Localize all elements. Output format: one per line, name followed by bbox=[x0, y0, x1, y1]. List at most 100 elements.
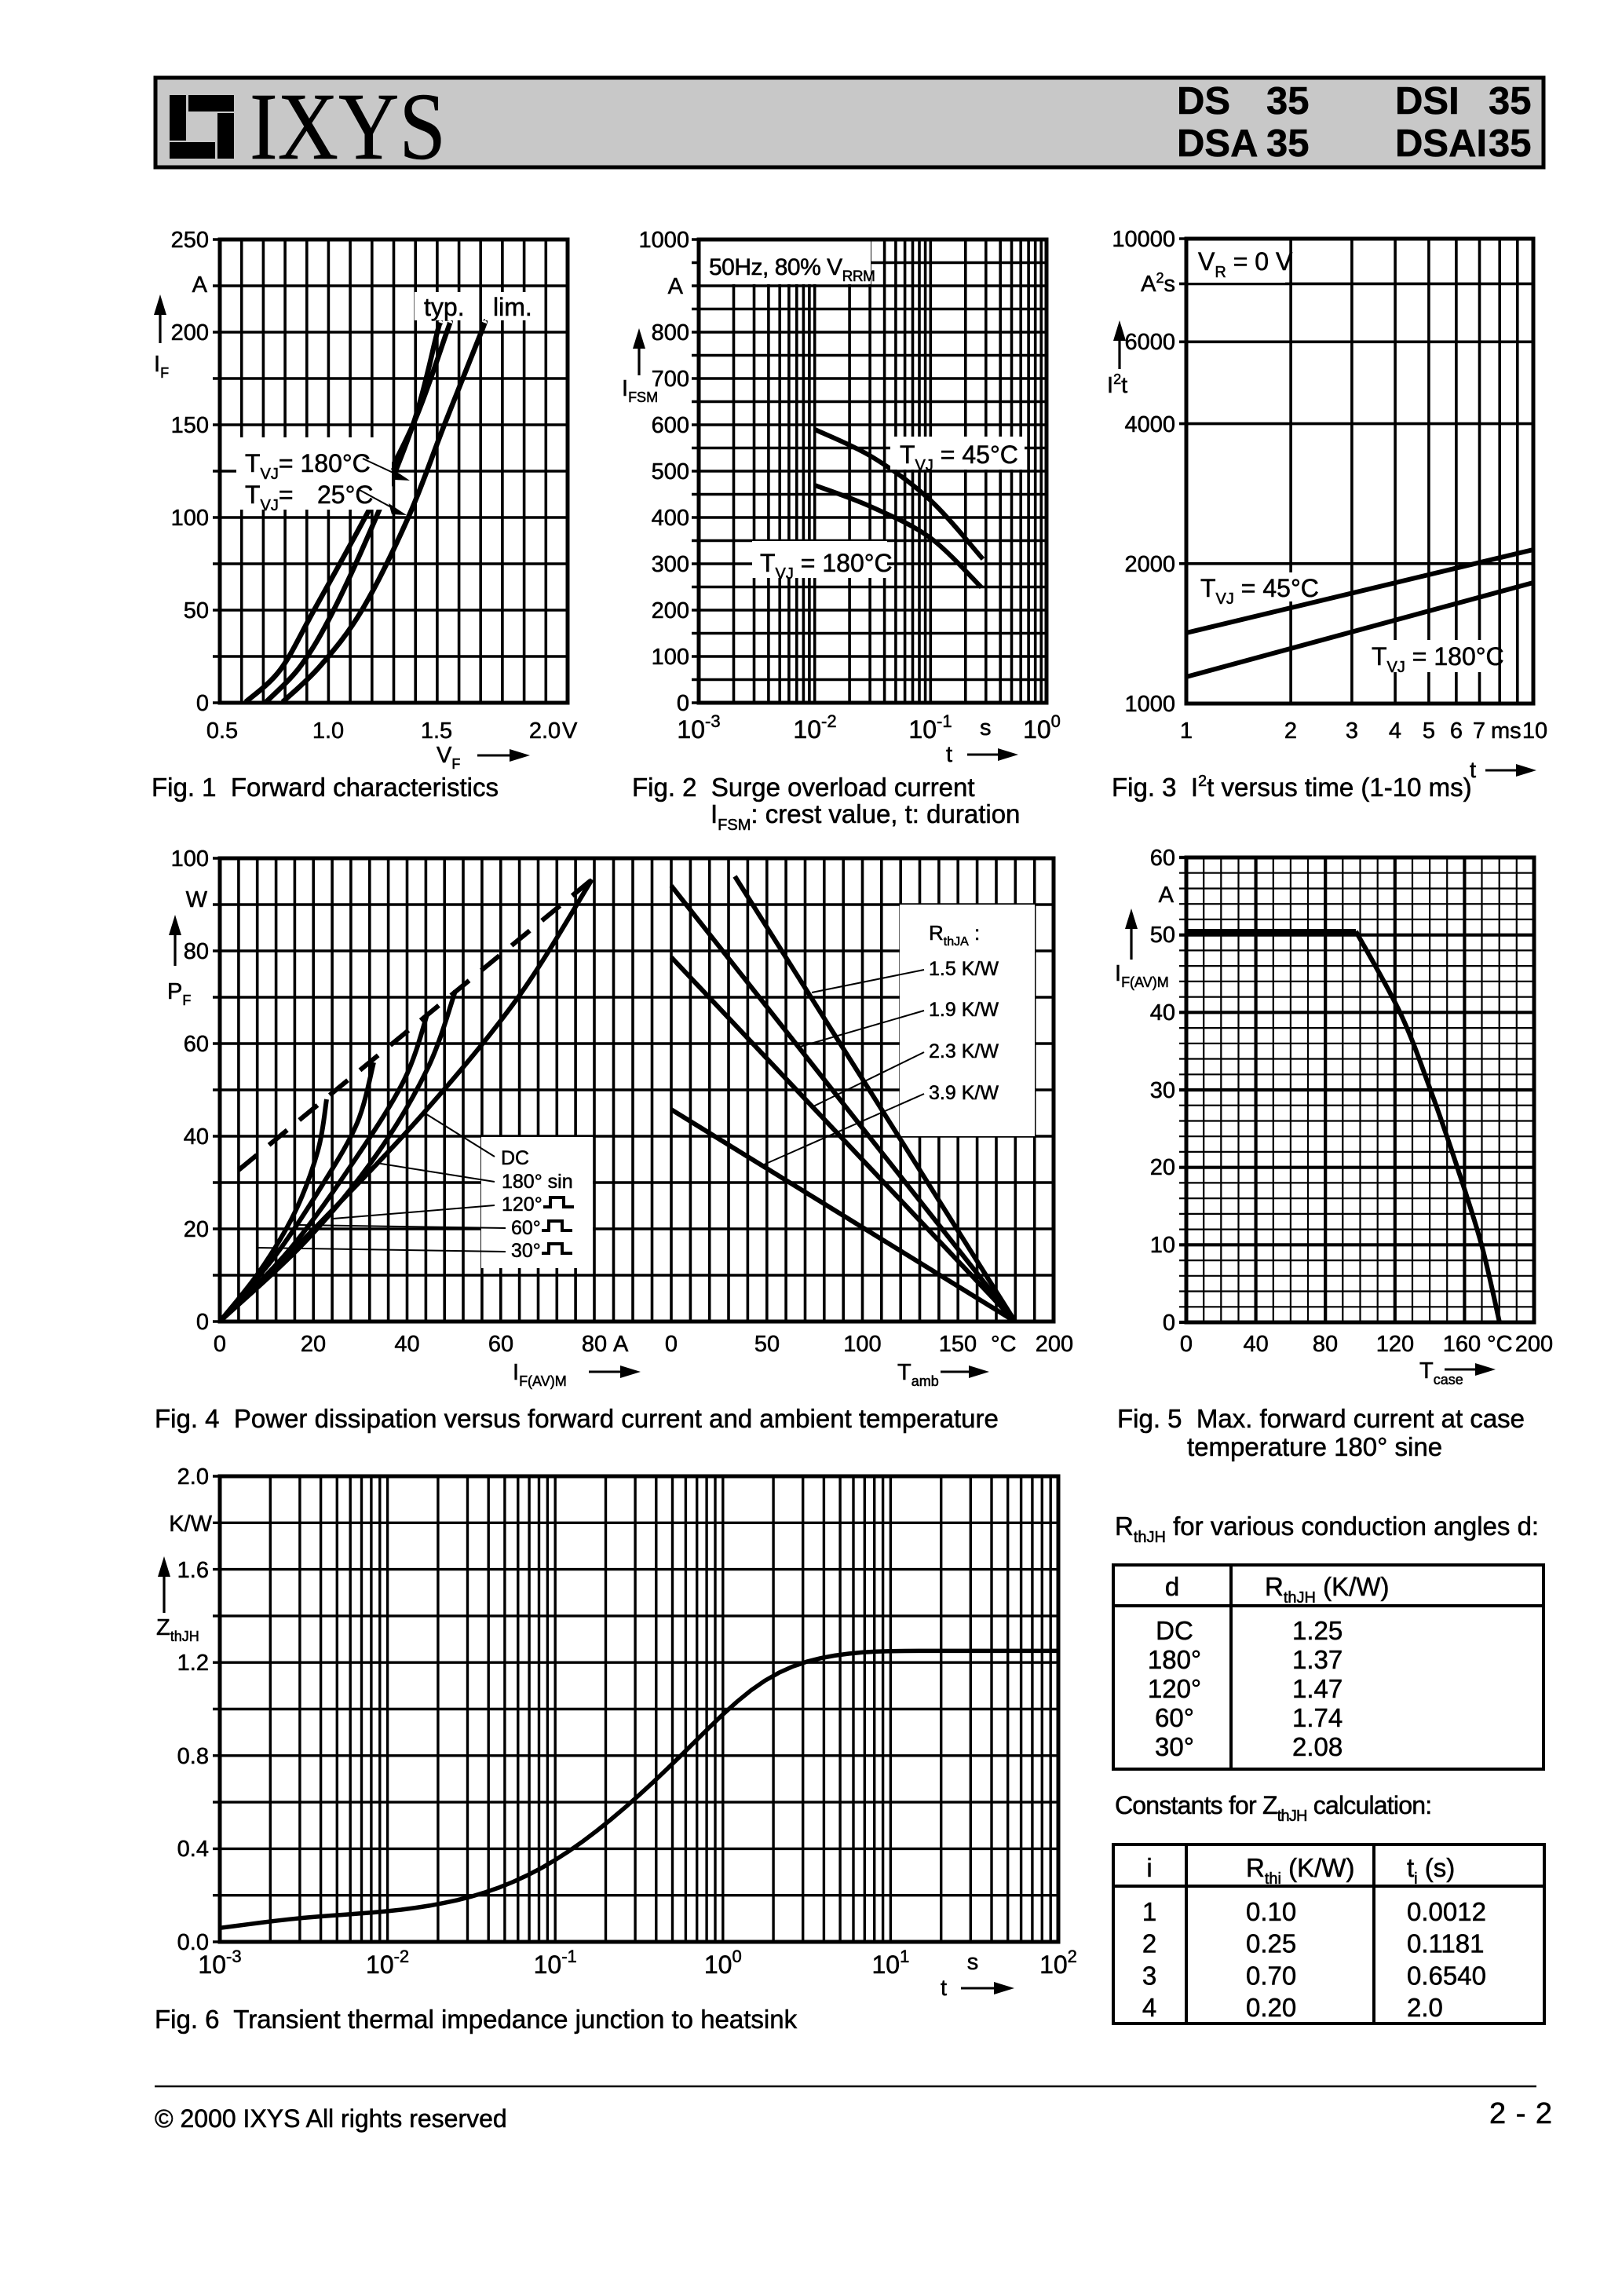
svg-text:ZthJH: ZthJH bbox=[156, 1615, 199, 1644]
svg-text:60: 60 bbox=[1150, 846, 1175, 871]
svg-text:20: 20 bbox=[1150, 1155, 1175, 1180]
svg-text:2.0: 2.0 bbox=[529, 718, 561, 744]
svg-text:Fig. 5 Max. forward current a: Fig. 5 Max. forward current at case bbox=[1117, 1404, 1525, 1433]
svg-text:1: 1 bbox=[1142, 1897, 1156, 1926]
svg-text:1.74: 1.74 bbox=[1292, 1703, 1343, 1732]
svg-text:1.5: 1.5 bbox=[421, 718, 452, 744]
svg-text:150: 150 bbox=[171, 413, 209, 438]
svg-text:150: 150 bbox=[939, 1332, 977, 1357]
svg-text:d: d bbox=[1165, 1572, 1179, 1601]
svg-text:K/W: K/W bbox=[169, 1512, 212, 1537]
svg-text:TVJ=: TVJ= bbox=[245, 481, 294, 514]
svg-text:TVJ= 180°C: TVJ= 180°C bbox=[245, 449, 371, 483]
svg-text:600: 600 bbox=[652, 413, 689, 438]
svg-text:i: i bbox=[1146, 1853, 1152, 1882]
svg-text:TVJ = 45°C: TVJ = 45°C bbox=[900, 441, 1018, 474]
svg-text:°C: °C bbox=[991, 1332, 1017, 1357]
svg-text:10-1: 10-1 bbox=[908, 711, 952, 744]
svg-text:0.1181: 0.1181 bbox=[1407, 1929, 1484, 1958]
svg-text:25°C: 25°C bbox=[317, 481, 374, 509]
svg-text:250: 250 bbox=[171, 228, 209, 253]
svg-text:IFSM: crest value, t: duration: IFSM: crest value, t: duration bbox=[711, 799, 1020, 834]
svg-text:35: 35 bbox=[1489, 80, 1532, 122]
svg-text:3.9 K/W: 3.9 K/W bbox=[929, 1082, 999, 1104]
svg-text:0.5: 0.5 bbox=[206, 718, 238, 744]
svg-text:1000: 1000 bbox=[638, 228, 689, 253]
svg-text:A: A bbox=[1159, 883, 1174, 908]
svg-text:PF: PF bbox=[167, 979, 191, 1008]
svg-text:t: t bbox=[946, 742, 952, 767]
svg-text:5: 5 bbox=[1423, 718, 1435, 744]
svg-text:IF(AV)M: IF(AV)M bbox=[1115, 961, 1169, 990]
svg-text:0: 0 bbox=[1163, 1311, 1175, 1336]
svg-text:60°: 60° bbox=[511, 1217, 541, 1239]
svg-text:0.10: 0.10 bbox=[1246, 1897, 1296, 1926]
svg-text:4: 4 bbox=[1389, 718, 1401, 744]
svg-text:1.9 K/W: 1.9 K/W bbox=[929, 999, 999, 1021]
svg-text:2: 2 bbox=[1142, 1929, 1156, 1958]
svg-text:TVJ = 180°C: TVJ = 180°C bbox=[1372, 642, 1504, 676]
svg-text:60°: 60° bbox=[1155, 1703, 1194, 1732]
svg-text:DC: DC bbox=[1156, 1616, 1193, 1645]
svg-text:7: 7 bbox=[1473, 718, 1485, 744]
svg-text:40: 40 bbox=[1150, 1000, 1175, 1026]
svg-text:DSAI: DSAI bbox=[1395, 122, 1487, 165]
svg-text:160: 160 bbox=[1443, 1332, 1481, 1357]
svg-text:200: 200 bbox=[171, 320, 209, 345]
svg-text:3: 3 bbox=[1346, 718, 1358, 744]
svg-text:RthJA :: RthJA : bbox=[929, 921, 980, 949]
svg-text:0.70: 0.70 bbox=[1246, 1961, 1296, 1990]
svg-text:10-3: 10-3 bbox=[198, 1947, 241, 1979]
svg-text:180° sin: 180° sin bbox=[502, 1171, 573, 1193]
svg-text:RthJH for various conduction a: RthJH for various conduction angles d: bbox=[1115, 1512, 1539, 1546]
svg-text:6000: 6000 bbox=[1124, 330, 1175, 355]
svg-text:100: 100 bbox=[1023, 711, 1061, 744]
svg-text:40: 40 bbox=[184, 1124, 209, 1150]
svg-text:10: 10 bbox=[1522, 718, 1547, 744]
svg-text:s: s bbox=[980, 715, 992, 740]
svg-text:0.4: 0.4 bbox=[177, 1837, 209, 1862]
svg-text:lim.: lim. bbox=[493, 293, 532, 321]
svg-text:0: 0 bbox=[196, 691, 209, 716]
svg-text:IXYS: IXYS bbox=[250, 74, 446, 180]
svg-text:1000: 1000 bbox=[1124, 692, 1175, 717]
svg-text:ms: ms bbox=[1491, 718, 1522, 744]
svg-text:35: 35 bbox=[1266, 80, 1310, 122]
svg-text:DSI: DSI bbox=[1395, 80, 1459, 122]
svg-text:Fig. 1 Forward characteristic: Fig. 1 Forward characteristics bbox=[152, 773, 499, 802]
svg-text:1.5 K/W: 1.5 K/W bbox=[929, 958, 999, 980]
svg-text:10-2: 10-2 bbox=[793, 711, 836, 744]
svg-text:0: 0 bbox=[677, 691, 689, 716]
svg-text:2 - 2: 2 - 2 bbox=[1489, 2097, 1553, 2130]
svg-text:Fig. 2 Surge overload current: Fig. 2 Surge overload current bbox=[632, 773, 975, 802]
svg-text:s: s bbox=[967, 1950, 979, 1975]
svg-text:IF(AV)M: IF(AV)M bbox=[513, 1360, 567, 1389]
svg-text:60: 60 bbox=[488, 1332, 513, 1357]
svg-text:200: 200 bbox=[652, 598, 689, 623]
svg-text:30°: 30° bbox=[1155, 1732, 1194, 1761]
svg-text:10: 10 bbox=[1150, 1233, 1175, 1258]
svg-text:10-1: 10-1 bbox=[534, 1947, 577, 1979]
svg-text:30: 30 bbox=[1150, 1078, 1175, 1103]
svg-text:3: 3 bbox=[1142, 1961, 1156, 1990]
svg-text:IF: IF bbox=[154, 352, 169, 381]
svg-text:180°: 180° bbox=[1148, 1645, 1201, 1674]
svg-text:20: 20 bbox=[301, 1332, 326, 1357]
svg-text:80: 80 bbox=[184, 939, 209, 964]
svg-text:400: 400 bbox=[652, 506, 689, 531]
svg-text:120°: 120° bbox=[1148, 1674, 1201, 1703]
svg-text:I2t: I2t bbox=[1107, 371, 1127, 398]
svg-text:120°: 120° bbox=[502, 1194, 542, 1216]
svg-text:Constants for ZthJH calculatio: Constants for ZthJH calculation: bbox=[1115, 1791, 1431, 1825]
svg-text:© 2000 IXYS All rights reserve: © 2000 IXYS All rights reserved bbox=[155, 2104, 507, 2133]
svg-text:1.6: 1.6 bbox=[177, 1558, 209, 1583]
svg-text:0: 0 bbox=[214, 1332, 226, 1357]
svg-text:0.20: 0.20 bbox=[1246, 1993, 1296, 2022]
svg-text:°C: °C bbox=[1487, 1332, 1513, 1357]
svg-text:t: t bbox=[941, 1976, 947, 2001]
svg-text:DC: DC bbox=[501, 1147, 529, 1169]
svg-text:700: 700 bbox=[652, 367, 689, 392]
svg-text:40: 40 bbox=[394, 1332, 419, 1357]
svg-text:V: V bbox=[562, 718, 578, 744]
svg-text:TVJ = 180°C: TVJ = 180°C bbox=[760, 549, 893, 583]
